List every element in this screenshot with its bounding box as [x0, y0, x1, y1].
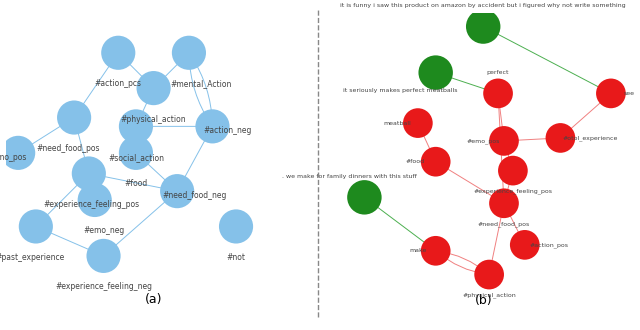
Circle shape: [421, 236, 451, 266]
Circle shape: [510, 230, 540, 260]
Text: #social_action: #social_action: [108, 153, 164, 162]
Text: #need_food_neg: #need_food_neg: [163, 191, 227, 200]
Circle shape: [119, 109, 153, 144]
Text: #food: #food: [124, 180, 148, 188]
Text: #experience_feeling_pos: #experience_feeling_pos: [474, 188, 552, 194]
Text: #experience_feeling_pos: #experience_feeling_pos: [44, 200, 140, 209]
Circle shape: [466, 9, 500, 44]
Circle shape: [160, 174, 194, 208]
Circle shape: [419, 55, 453, 90]
Text: (b): (b): [474, 294, 492, 307]
Circle shape: [596, 79, 626, 108]
Circle shape: [421, 147, 451, 177]
Circle shape: [195, 109, 230, 144]
Circle shape: [219, 210, 253, 244]
Circle shape: [19, 210, 53, 244]
Text: #need_food_pos: #need_food_pos: [36, 144, 100, 153]
Text: #action_pos: #action_pos: [529, 242, 568, 248]
Text: #physical_action: #physical_action: [121, 115, 186, 124]
Text: (a): (a): [145, 293, 163, 306]
Text: #emo_neg: #emo_neg: [83, 226, 124, 236]
Circle shape: [474, 260, 504, 289]
Text: #past_experience: #past_experience: [0, 253, 65, 262]
Text: #physical_action: #physical_action: [462, 292, 516, 298]
Circle shape: [172, 36, 206, 70]
Circle shape: [545, 123, 575, 153]
Text: it is funny i saw this product on amazon by accident but i figured why not write: it is funny i saw this product on amazon…: [340, 3, 626, 8]
Text: #mental_Action: #mental_Action: [170, 79, 232, 88]
Circle shape: [119, 136, 153, 170]
Circle shape: [86, 239, 120, 273]
Circle shape: [57, 100, 91, 135]
Circle shape: [489, 126, 519, 156]
Circle shape: [136, 71, 171, 105]
Circle shape: [403, 108, 433, 138]
Circle shape: [489, 188, 519, 218]
Circle shape: [498, 156, 528, 185]
Text: #action_neg: #action_neg: [203, 126, 252, 135]
Text: #emo_pos: #emo_pos: [0, 153, 27, 162]
Text: #otol_experience: #otol_experience: [563, 135, 618, 141]
Text: see: see: [623, 91, 634, 96]
Text: #experience_feeling_neg: #experience_feeling_neg: [55, 282, 152, 291]
Text: #food: #food: [405, 159, 424, 164]
Circle shape: [1, 136, 35, 170]
Text: #emo_pos: #emo_pos: [467, 138, 500, 144]
Text: perfect: perfect: [487, 70, 509, 75]
Circle shape: [483, 79, 513, 108]
Circle shape: [347, 180, 381, 214]
Text: #not: #not: [227, 253, 246, 262]
Circle shape: [77, 183, 112, 217]
Circle shape: [101, 36, 135, 70]
Text: it seriously makes perfect meatballs: it seriously makes perfect meatballs: [343, 88, 458, 93]
Text: #need_food_pos: #need_food_pos: [478, 221, 530, 227]
Text: make: make: [409, 248, 426, 253]
Circle shape: [72, 156, 106, 190]
Text: meatball: meatball: [383, 120, 411, 126]
Text: . we make for family dinners with this stuff: . we make for family dinners with this s…: [282, 174, 417, 179]
Text: #action_pcs: #action_pcs: [95, 79, 142, 88]
